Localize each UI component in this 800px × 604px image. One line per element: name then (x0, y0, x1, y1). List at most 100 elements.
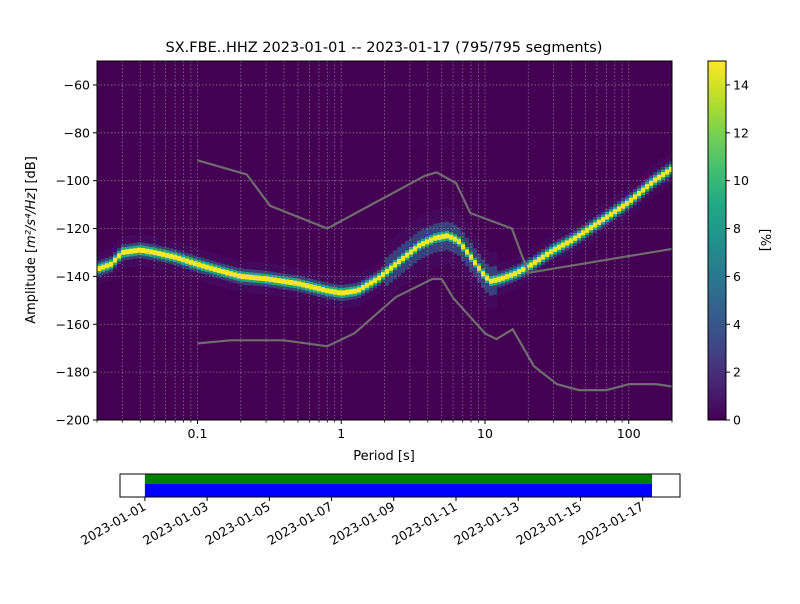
band-core (625, 200, 629, 206)
timeline-tick-label: 2023-01-03 (140, 499, 210, 548)
y-tick-label: −180 (56, 365, 90, 380)
band-core (361, 285, 365, 291)
band-core (501, 275, 505, 281)
band-core (329, 288, 333, 294)
high-noise-model-line (197, 159, 672, 275)
colorbar-ticks: 0 2 4 6 8 10 12 14 (726, 77, 749, 428)
timeline-frame (119, 473, 681, 498)
y-tick-label: −200 (56, 413, 90, 428)
timeline-tick-label: 2023-01-09 (327, 499, 397, 548)
timeline-tick-label: 2023-01-17 (576, 499, 646, 548)
timeline-tick-label: 2023-01-11 (389, 499, 459, 548)
chart-title: SX.FBE..HHZ 2023-01-01 -- 2023-01-17 (79… (166, 40, 603, 56)
band-core (629, 197, 633, 203)
band-core (321, 287, 325, 293)
y-tick-label: −120 (56, 221, 90, 236)
band-core (273, 277, 277, 283)
band-core (353, 288, 357, 294)
band-core (165, 252, 169, 258)
band-core (513, 271, 517, 277)
band-core (609, 211, 613, 217)
band-core (225, 270, 229, 276)
y-axis-label: Amplitude [m²/s⁴/Hz] [dB] (24, 156, 39, 324)
band-core (633, 194, 637, 200)
band-core (325, 288, 329, 294)
band-core (105, 263, 109, 269)
band-core (401, 255, 405, 261)
x-tick-label: 0.1 (188, 426, 208, 441)
band-core (653, 177, 657, 183)
band-core (381, 272, 385, 278)
band-core (189, 259, 193, 265)
y-tick-label: −140 (56, 269, 90, 284)
band-core (233, 272, 237, 278)
band-core (237, 273, 241, 279)
band-core (421, 241, 425, 247)
band-core (169, 253, 173, 259)
colorbar-tick-label: 12 (733, 125, 749, 140)
band-core (209, 265, 213, 271)
band-core (553, 246, 557, 252)
coverage-bar (144, 474, 652, 484)
band-core (205, 264, 209, 270)
band-core (217, 268, 221, 274)
colorbar-tick-label: 0 (733, 413, 741, 428)
y-tick-label: −60 (64, 77, 90, 92)
band-core (241, 274, 245, 280)
band-core (149, 249, 153, 255)
psd-plot-area: 0.1 1 10 100 −200 −180 −160 −140 −120 −100 −80 −60 (56, 60, 673, 441)
band-core (533, 259, 537, 265)
band-core (369, 280, 373, 286)
band-core (449, 234, 453, 240)
band-core (641, 187, 645, 193)
band-core (481, 271, 485, 277)
x-axis-label: Period [s] (353, 449, 415, 464)
band-core (137, 247, 141, 253)
band-core (113, 257, 117, 263)
band-core (221, 269, 225, 275)
band-core (649, 180, 653, 186)
band-core (201, 263, 205, 269)
band-core (565, 240, 569, 246)
band-core (621, 203, 625, 209)
band-core (541, 254, 545, 260)
band-core (349, 289, 353, 295)
band-core (393, 262, 397, 268)
band-core (557, 244, 561, 250)
band-core (581, 230, 585, 236)
band-core (305, 283, 309, 289)
band-core (561, 242, 565, 248)
band-core (365, 282, 369, 288)
colorbar-tick-label: 14 (733, 77, 749, 92)
colorbar-tick-label: 2 (733, 365, 741, 380)
band-core (589, 225, 593, 231)
band-core (429, 237, 433, 243)
band-core (577, 233, 581, 239)
band-core (665, 169, 669, 175)
band-core (261, 276, 265, 282)
band-core (573, 235, 577, 241)
band-core (397, 259, 401, 265)
band-core (185, 258, 189, 264)
band-core (297, 281, 301, 287)
band-core (405, 252, 409, 258)
band-core (133, 248, 137, 254)
band-core (277, 278, 281, 284)
y-axis-ticks: −200 −180 −160 −140 −120 −100 −80 −60 (56, 77, 97, 428)
band-core (181, 257, 185, 263)
band-core (161, 251, 165, 257)
band-core (509, 272, 513, 278)
band-core (377, 275, 381, 281)
y-axis-label-tail: ] [dB] (24, 156, 39, 193)
colorbar-tick-label: 10 (733, 173, 749, 188)
band-core (517, 269, 521, 275)
band-core (281, 278, 285, 284)
band-core (453, 236, 457, 242)
band-core (129, 248, 133, 254)
band-core (413, 246, 417, 252)
band-core (493, 277, 497, 283)
coverage-bar (144, 484, 652, 497)
band-core (497, 276, 501, 282)
timeline-tick-label: 2023-01-05 (202, 499, 272, 548)
band-core (141, 248, 145, 254)
